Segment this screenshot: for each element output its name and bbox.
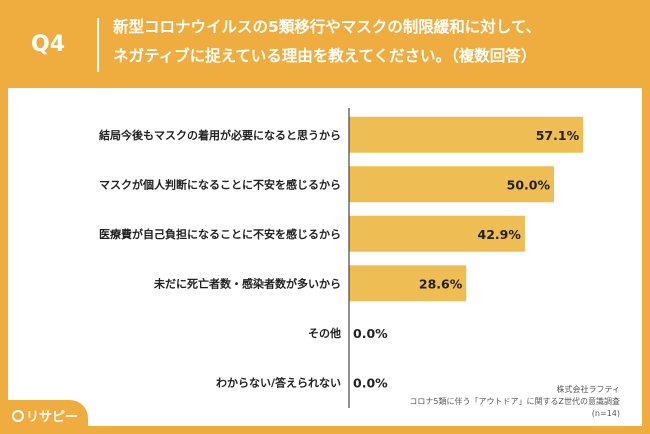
frame-left xyxy=(0,88,8,434)
logo-icon xyxy=(12,410,24,422)
bar xyxy=(349,166,554,203)
value-label: 0.0% xyxy=(353,375,388,390)
frame-right xyxy=(642,88,650,434)
header-band xyxy=(0,0,650,88)
bar xyxy=(349,215,525,252)
category-label: マスクが個人判断になることに不安を感じるから xyxy=(99,177,341,191)
bar xyxy=(349,265,467,302)
value-label: 50.0% xyxy=(507,177,551,192)
question-title-line1: 新型コロナウイルスの5類移行やマスクの制限緩和に対して、 xyxy=(113,18,542,36)
source-note: 株式会社ラフティ コロナ5類に伴う「アウトドア」に関するZ世代の意識調査 (n=… xyxy=(409,384,620,420)
question-title-line2: ネガティブに捉えている理由を教えてください。（複数回答） xyxy=(113,47,537,65)
category-label: 未だに死亡者数・感染者数が多いから xyxy=(153,276,341,290)
value-label: 0.0% xyxy=(353,326,388,341)
bar xyxy=(349,116,584,153)
value-label: 57.1% xyxy=(536,128,580,143)
question-label: Q4 xyxy=(31,32,66,57)
value-label: 28.6% xyxy=(419,276,463,291)
category-label: 結局今後もマスクの着用が必要になると思うから xyxy=(99,128,341,142)
category-label: その他 xyxy=(308,326,341,340)
category-label: わからない/答えられない xyxy=(216,375,341,389)
value-label: 42.9% xyxy=(478,227,522,242)
category-label: 医療費が自己負担になることに不安を感じるから xyxy=(99,227,341,241)
brand-logo: リサピー xyxy=(12,406,78,425)
frame-bottom xyxy=(0,426,650,434)
source-sample: (n=14) xyxy=(591,409,620,418)
question-title: 新型コロナウイルスの5類移行やマスクの制限緩和に対して、 ネガティブに捉えている… xyxy=(113,13,643,71)
source-company: 株式会社ラフティ xyxy=(556,385,620,394)
header-divider xyxy=(97,18,99,72)
brand-logo-text: リサピー xyxy=(26,410,79,425)
source-survey: コロナ5類に伴う「アウトドア」に関するZ世代の意識調査 xyxy=(409,397,620,406)
